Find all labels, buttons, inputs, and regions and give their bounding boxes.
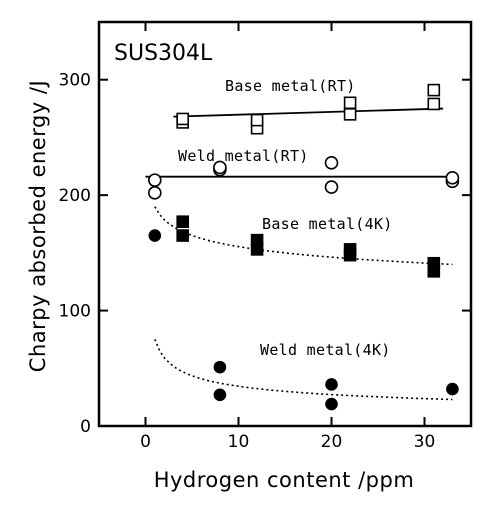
chart-title: SUS304L — [114, 41, 213, 66]
data-point-circle — [325, 378, 338, 391]
data-point-circle — [213, 360, 227, 374]
fit-lines — [145, 107, 453, 401]
data-point-circle — [446, 382, 459, 396]
series-label-base-metal-4k: Base metal(4K) — [262, 215, 393, 233]
data-point-square — [343, 96, 357, 110]
data-point-square — [427, 83, 441, 97]
data-point-square — [176, 229, 189, 242]
data-point-circle — [213, 160, 227, 175]
plot-border — [97, 20, 473, 428]
data-point-square — [176, 215, 189, 228]
x-axis-title: Hydrogen content /ppm — [154, 468, 415, 492]
series-label-weld-metal-rt: Weld metal(RT) — [178, 147, 309, 165]
y-tick-label: 0 — [80, 417, 91, 437]
x-tick-label: 0 — [140, 432, 151, 452]
chart-labels: SUS304L Base metal(RT) Weld metal(RT) Ba… — [26, 41, 414, 492]
data-point-square — [250, 113, 264, 127]
y-tick-label: 100 — [59, 302, 91, 322]
data-point-circle — [324, 156, 339, 170]
data-point-circle — [324, 180, 339, 194]
fit-curve-2 — [154, 206, 453, 266]
data-point-square — [176, 112, 189, 126]
y-tick-label: 200 — [59, 186, 91, 206]
data-point-circle — [148, 229, 162, 242]
data-point-circle — [325, 397, 338, 411]
data-point-circle — [445, 171, 460, 185]
data-point-square — [427, 256, 441, 270]
x-tick-label: 20 — [321, 432, 343, 452]
data-point-square — [427, 97, 441, 111]
fit-line-0 — [173, 107, 444, 118]
data-point-square — [250, 233, 264, 247]
fit-curve-3 — [154, 339, 453, 401]
x-tick-label: 10 — [228, 432, 250, 452]
data-point-circle — [148, 186, 162, 200]
y-axis-title: Charpy absorbed energy /J — [26, 80, 50, 372]
series-label-weld-metal-4k: Weld metal(4K) — [260, 341, 391, 359]
data-point-square — [343, 243, 357, 256]
data-point-circle — [213, 388, 227, 402]
y-tick-label: 300 — [59, 71, 91, 91]
data-points — [148, 83, 460, 411]
series-label-base-metal-rt: Base metal(RT) — [225, 77, 356, 95]
plot-frame — [97, 20, 473, 428]
data-point-circle — [148, 173, 162, 187]
x-tick-label: 30 — [414, 432, 436, 452]
data-point-square — [343, 108, 357, 121]
